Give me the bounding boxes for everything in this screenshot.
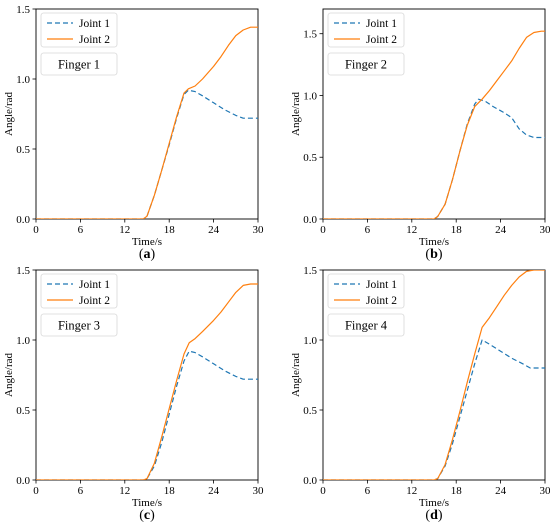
subfigure-label: (c)	[139, 508, 155, 523]
y-tick-label: 0.5	[16, 405, 30, 417]
legend-label-joint-2: Joint 2	[366, 295, 397, 307]
x-tick-label: 30	[540, 224, 550, 236]
y-tick-label: 1.0	[16, 335, 30, 347]
x-tick-label: 18	[164, 224, 176, 236]
x-tick-label: 6	[78, 224, 84, 236]
x-tick-label: 12	[119, 224, 130, 236]
x-tick-label: 18	[164, 485, 176, 497]
x-tick-label: 0	[33, 485, 39, 497]
series-line-joint-1	[36, 89, 258, 219]
legend-label-joint-1: Joint 1	[366, 279, 397, 291]
y-tick-label: 0.0	[16, 214, 30, 226]
x-tick-label: 0	[320, 485, 326, 497]
y-axis-label: Angle/rad	[290, 92, 302, 136]
subfigure-label: (a)	[139, 247, 156, 262]
series-line-joint-2	[36, 283, 258, 480]
x-tick-label: 24	[208, 485, 220, 497]
series-line-joint-2	[323, 30, 545, 219]
y-tick-label: 0.5	[303, 152, 317, 164]
series-line-joint-2	[36, 26, 258, 219]
y-axis-label: Angle/rad	[3, 92, 15, 136]
x-tick-label: 24	[495, 224, 507, 236]
series-line-joint-1	[36, 350, 258, 480]
x-tick-label: 18	[451, 485, 463, 497]
finger-label-box	[327, 52, 405, 76]
finger-label-box	[40, 313, 118, 337]
x-axis-label: Time/s	[132, 236, 162, 248]
series-line-joint-1	[323, 98, 545, 219]
y-axis-label: Angle/rad	[290, 353, 302, 397]
y-tick-label: 1.5	[303, 265, 317, 277]
x-tick-label: 6	[365, 224, 371, 236]
subfigure-letter: b	[430, 247, 438, 262]
x-tick-label: 6	[365, 485, 371, 497]
y-tick-label: 1.5	[303, 29, 317, 41]
subfigure-label: (b)	[425, 247, 442, 262]
x-tick-label: 30	[253, 224, 265, 236]
y-axis-label: Angle/rad	[3, 353, 15, 397]
legend-label-joint-1: Joint 1	[79, 18, 110, 30]
finger-label: Finger 4	[345, 319, 388, 333]
y-tick-label: 1.0	[303, 335, 317, 347]
x-tick-label: 12	[406, 485, 417, 497]
y-tick-label: 1.5	[16, 265, 30, 277]
x-tick-label: 18	[451, 224, 463, 236]
finger-label-box	[327, 313, 405, 337]
y-tick-label: 0.0	[16, 475, 30, 487]
legend-label-joint-2: Joint 2	[366, 34, 397, 46]
chart-panel-2: 0 6 12 18 24 30 0.0 0.5 1.0 1.5 Time/s Angle/rad Joi…	[290, 8, 550, 262]
series-line-joint-2	[323, 270, 545, 480]
y-tick-label: 0.5	[303, 405, 317, 417]
plot-frame	[35, 269, 259, 481]
x-tick-label: 24	[208, 224, 220, 236]
x-tick-label: 30	[540, 485, 550, 497]
y-tick-label: 0.0	[303, 214, 317, 226]
x-axis-label: Time/s	[419, 497, 449, 509]
x-tick-label: 0	[320, 224, 326, 236]
subfigure-letter: a	[144, 247, 151, 262]
y-tick-label: 1.0	[16, 74, 30, 86]
x-axis-label: Time/s	[419, 236, 449, 248]
finger-label-box	[40, 52, 118, 76]
finger-label: Finger 1	[58, 58, 100, 72]
x-tick-label: 12	[119, 485, 130, 497]
x-tick-label: 6	[78, 485, 84, 497]
subfigure-label: (d)	[425, 508, 442, 523]
finger-label: Finger 2	[345, 58, 387, 72]
plot-frame	[35, 8, 259, 220]
finger-label: Finger 3	[58, 319, 100, 333]
y-tick-label: 0.5	[16, 144, 30, 156]
x-tick-label: 24	[495, 485, 507, 497]
x-tick-label: 0	[33, 224, 39, 236]
x-tick-label: 12	[406, 224, 417, 236]
x-axis-label: Time/s	[132, 497, 162, 509]
y-tick-label: 1.5	[16, 4, 30, 16]
legend-label-joint-2: Joint 2	[79, 295, 110, 307]
chart-panel-4: 0 6 12 18 24 30 0.0 0.5 1.0 1.5 Time/s Angle/rad Joi…	[290, 265, 550, 523]
series-line-joint-1	[323, 339, 545, 480]
legend-label-joint-2: Joint 2	[79, 34, 110, 46]
chart-panel-3: 0 6 12 18 24 30 0.0 0.5 1.0 1.5 Time/s Angle/rad Joi…	[3, 265, 264, 523]
subfigure-letter: d	[430, 508, 438, 523]
x-tick-label: 30	[253, 485, 265, 497]
legend-label-joint-1: Joint 1	[79, 279, 110, 291]
subfigure-letter: c	[144, 508, 150, 523]
chart-panel-1: 0 6 12 18 24 30 0.0 0.5 1.0 1.5 Time/s Angle/rad Joi…	[3, 4, 264, 262]
y-tick-label: 0.0	[303, 475, 317, 487]
y-tick-label: 1.0	[303, 90, 317, 102]
legend-label-joint-1: Joint 1	[366, 18, 397, 30]
